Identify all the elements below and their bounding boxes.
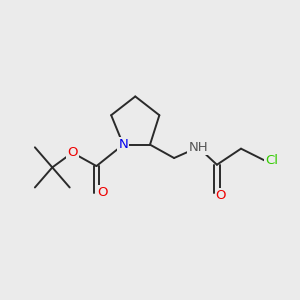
Text: O: O (97, 186, 108, 199)
Text: Cl: Cl (265, 154, 278, 167)
Text: O: O (216, 189, 226, 202)
Text: N: N (118, 138, 128, 151)
Text: NH: NH (188, 141, 208, 154)
Text: O: O (67, 146, 78, 159)
